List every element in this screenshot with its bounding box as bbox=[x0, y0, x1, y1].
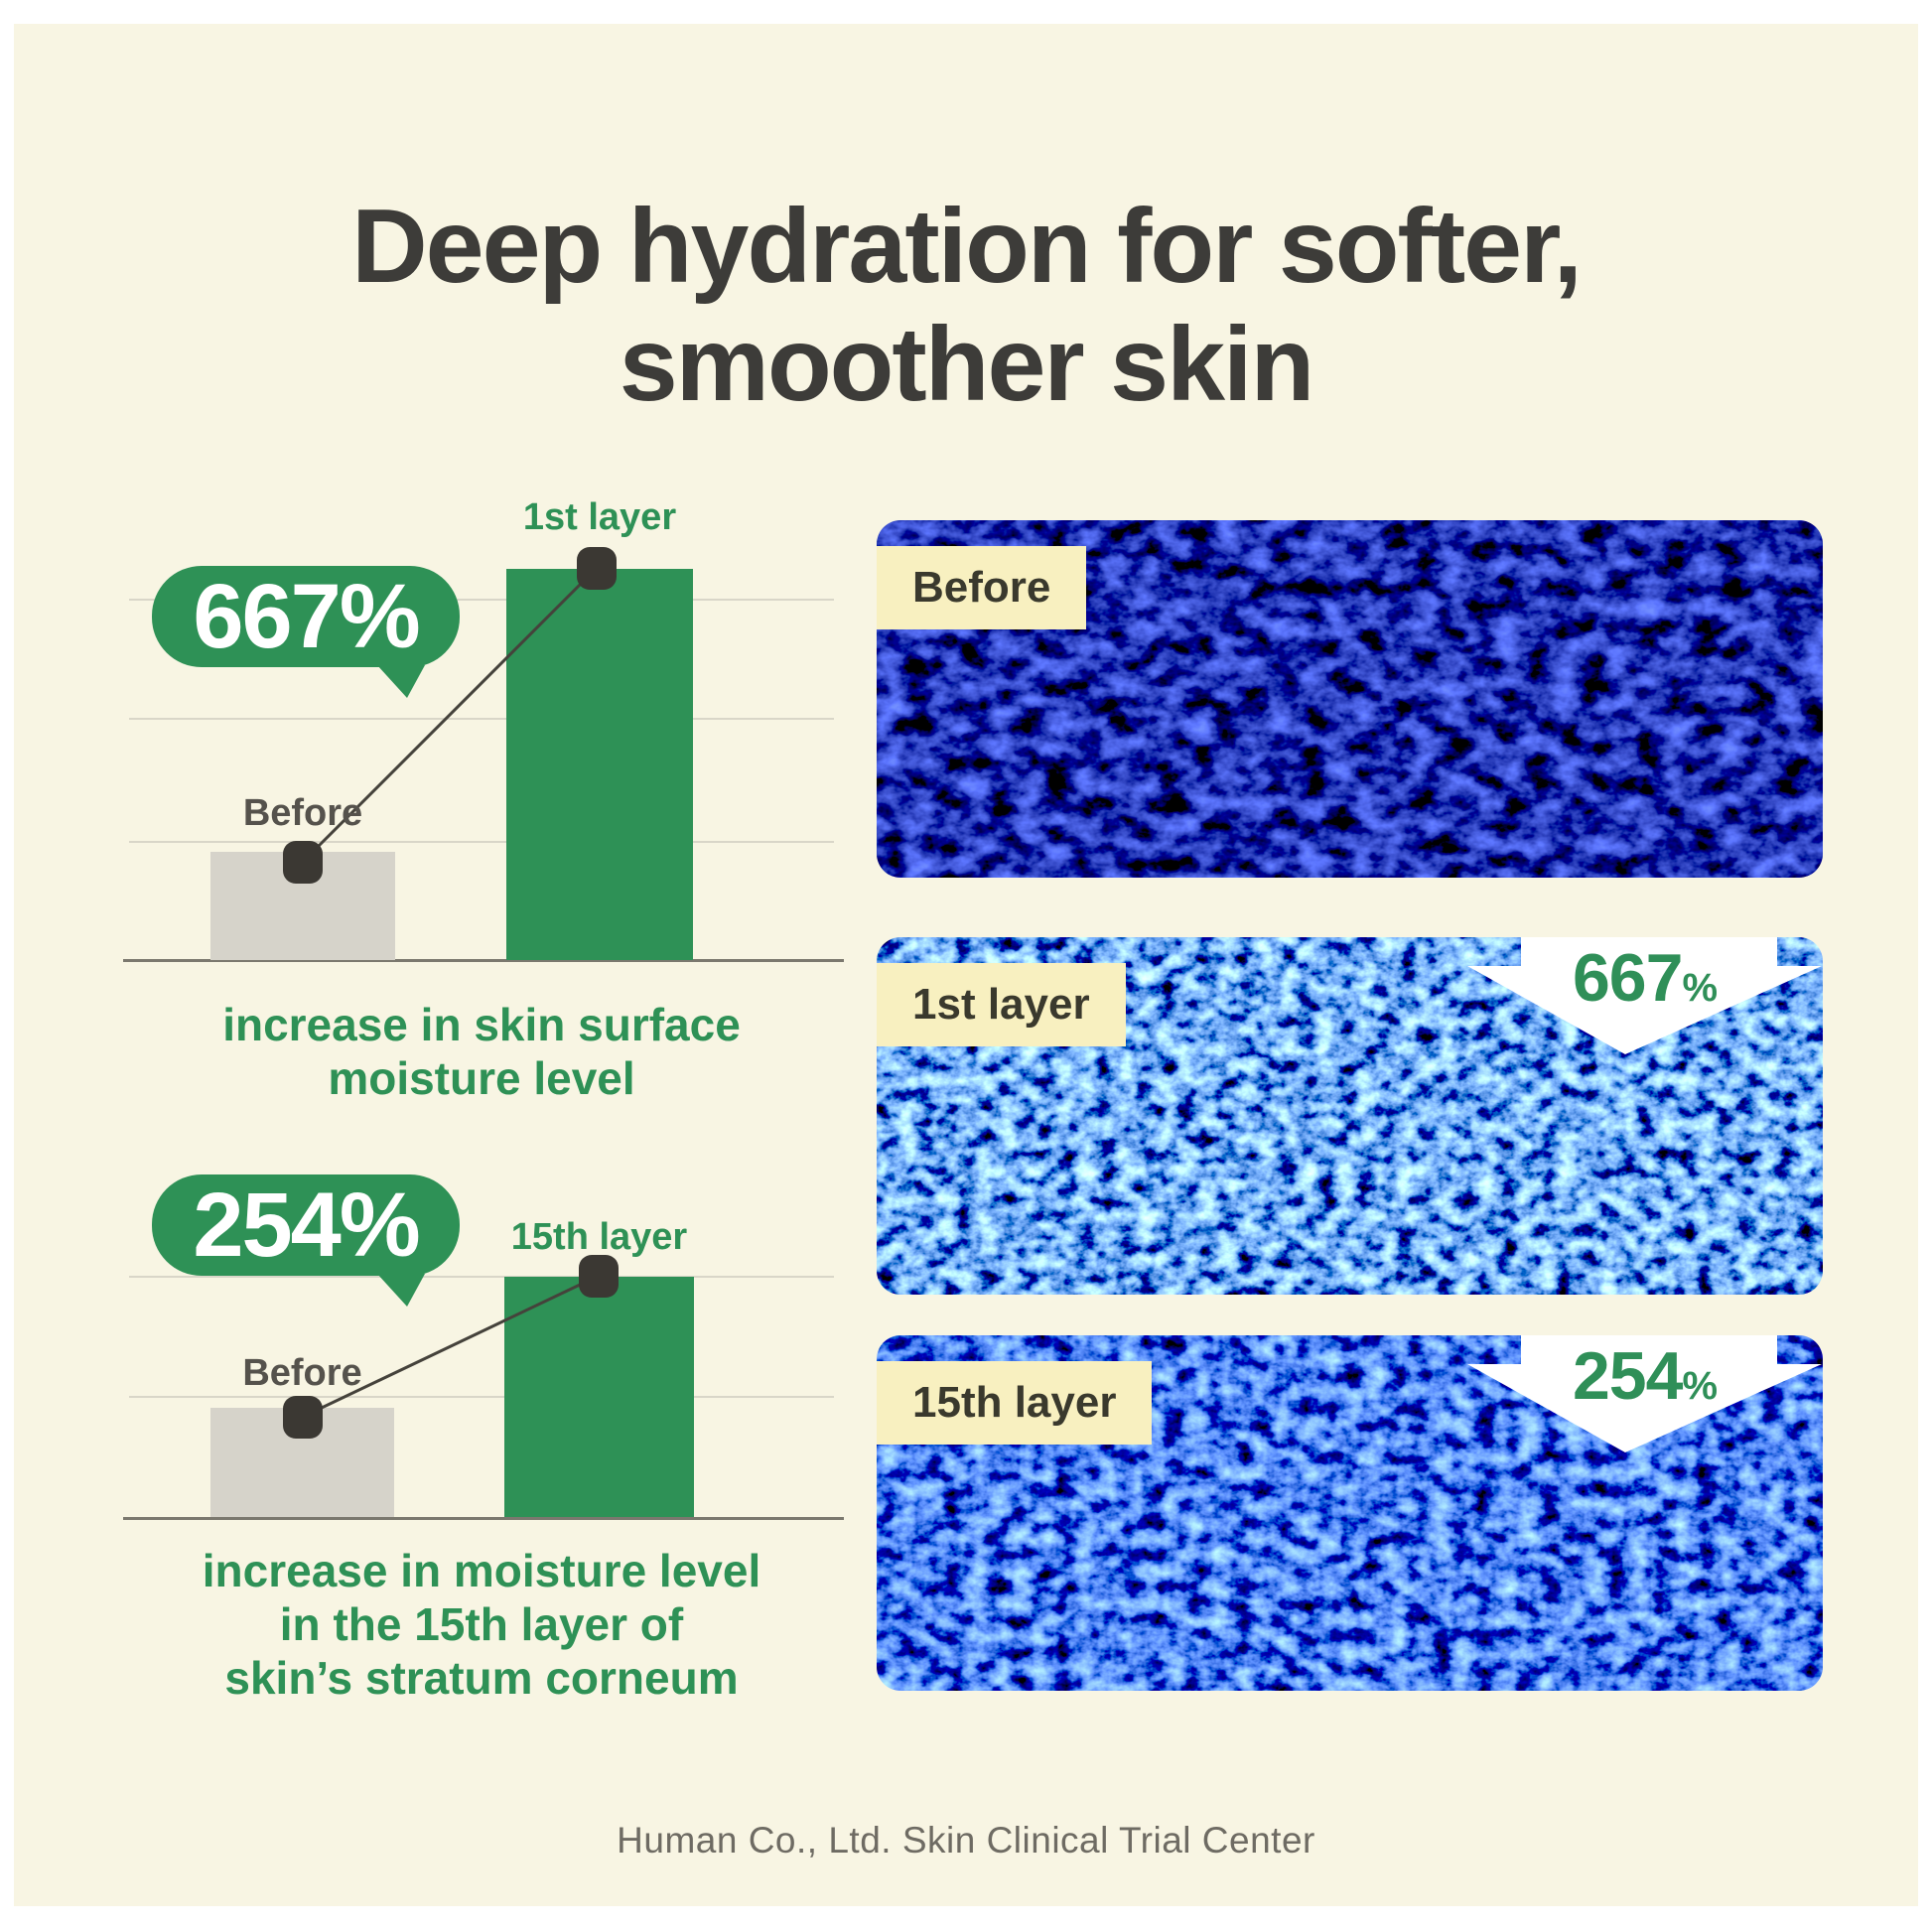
caption-line: increase in moisture level bbox=[202, 1545, 761, 1596]
data-point-marker bbox=[579, 1255, 619, 1298]
bar-label-15th-layer: 15th layer bbox=[510, 1216, 688, 1258]
bubble-tail bbox=[377, 1274, 425, 1307]
caption-line: moisture level bbox=[328, 1052, 635, 1104]
page-title: Deep hydration for softer, smoother skin bbox=[0, 188, 1932, 423]
x-axis-baseline bbox=[123, 959, 844, 962]
gridline bbox=[129, 841, 834, 843]
badge-number: 667 bbox=[1572, 940, 1683, 1016]
data-point-marker bbox=[283, 1396, 323, 1439]
image-tag-1st-layer: 1st layer bbox=[877, 963, 1126, 1046]
down-arrow-badge bbox=[1467, 1335, 1822, 1452]
badge-value-667: 667% bbox=[1467, 939, 1822, 1017]
title-line-2: smoother skin bbox=[619, 305, 1315, 423]
image-tag-15th-layer: 15th layer bbox=[877, 1361, 1153, 1445]
bar-15th-layer bbox=[504, 1277, 694, 1517]
badge-number: 254 bbox=[1572, 1338, 1683, 1414]
data-point-marker bbox=[283, 841, 323, 884]
source-attribution: Human Co., Ltd. Skin Clinical Trial Cent… bbox=[617, 1820, 1315, 1861]
bar-label-before: Before bbox=[242, 792, 363, 834]
chart-stratum-corneum-moisture: 254% 15th layer Before increase in moist… bbox=[123, 1162, 844, 1727]
bubble-tail bbox=[377, 665, 425, 698]
image-tag-before: Before bbox=[877, 546, 1087, 629]
gridline bbox=[129, 1396, 834, 1398]
caption-line: in the 15th layer of bbox=[279, 1598, 684, 1650]
bar-label-before: Before bbox=[242, 1352, 362, 1394]
caption-line: increase in skin surface bbox=[222, 999, 741, 1050]
title-line-1: Deep hydration for softer, bbox=[351, 188, 1583, 306]
down-arrow-badge bbox=[1467, 937, 1822, 1054]
chart-caption: increase in moisture level in the 15th l… bbox=[129, 1544, 834, 1705]
x-axis-baseline bbox=[123, 1517, 844, 1520]
micrograph-1st-layer: 667% 1st layer bbox=[877, 937, 1823, 1295]
badge-value-254: 254% bbox=[1467, 1337, 1822, 1415]
bar-1st-layer bbox=[506, 569, 693, 960]
callout-bubble-667: 667% bbox=[152, 566, 460, 667]
micrograph-before: Before bbox=[877, 520, 1823, 878]
badge-percent-sign: % bbox=[1682, 1364, 1718, 1408]
chart-skin-surface-moisture: 667% 1st layer Before increase in skin s… bbox=[123, 477, 844, 1132]
chart-caption: increase in skin surface moisture level bbox=[129, 998, 834, 1105]
micrograph-15th-layer: 254% 15th layer bbox=[877, 1335, 1823, 1691]
callout-bubble-254: 254% bbox=[152, 1174, 460, 1276]
data-point-marker bbox=[577, 547, 617, 590]
gridline bbox=[129, 718, 834, 720]
gridline bbox=[129, 1276, 834, 1278]
badge-percent-sign: % bbox=[1682, 966, 1718, 1010]
caption-line: skin’s stratum corneum bbox=[224, 1652, 739, 1704]
bar-label-1st-layer: 1st layer bbox=[522, 496, 677, 538]
